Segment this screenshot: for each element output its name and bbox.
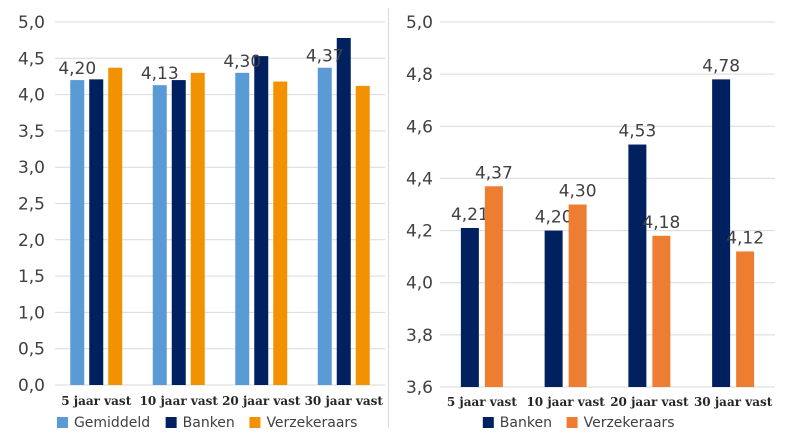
bar-gemiddeld-3 bbox=[235, 72, 250, 385]
bar-gemiddeld-4 bbox=[317, 67, 332, 385]
chart-right: 3,6 3,8 4,0 4,2 4,4 4,6 4,8 5,0 4,21 4,37 5 jaar v… bbox=[406, 13, 775, 431]
bar-banken-2 bbox=[171, 80, 186, 385]
x-tick-label: 5 jaar vast bbox=[447, 395, 517, 409]
x-tick-label: 20 jaar vast bbox=[610, 395, 689, 409]
data-label-gemiddeld: 4,37 bbox=[306, 47, 344, 67]
legend-swatch-gemiddeld bbox=[56, 417, 68, 428]
y-tick-label: 1,0 bbox=[18, 303, 45, 323]
bar-verzekeraars-4 bbox=[736, 251, 755, 387]
legend-label-gemiddeld: Gemiddeld bbox=[74, 415, 150, 431]
y-tick-label: 4,0 bbox=[406, 274, 433, 294]
bar-verzekeraars-2 bbox=[568, 204, 587, 387]
data-label-verzekeraars: 4,18 bbox=[642, 213, 680, 233]
y-tick-label: 4,4 bbox=[406, 169, 433, 189]
x-tick-label: 30 jaar vast bbox=[694, 395, 773, 409]
y-tick-label: 4,0 bbox=[18, 86, 45, 106]
x-tick-label: 10 jaar vast bbox=[140, 394, 219, 408]
bar-banken-1 bbox=[460, 227, 479, 387]
y-tick-label: 5,0 bbox=[18, 13, 45, 33]
bar-gemiddeld-1 bbox=[70, 80, 85, 385]
bar-banken-2 bbox=[544, 230, 563, 387]
data-label-banken: 4,21 bbox=[451, 205, 489, 225]
legend-label-banken: Banken bbox=[500, 415, 552, 431]
x-tick-label: 5 jaar vast bbox=[61, 394, 131, 408]
y-tick-label: 2,5 bbox=[18, 195, 45, 215]
data-label-banken: 4,20 bbox=[535, 208, 573, 228]
y-tick-label: 3,6 bbox=[406, 378, 433, 398]
x-tick-label: 30 jaar vast bbox=[305, 394, 384, 408]
legend-label-verzekeraars: Verzekeraars bbox=[266, 415, 357, 431]
y-tick-label: 0,0 bbox=[18, 376, 45, 396]
y-tick-label: 4,6 bbox=[406, 117, 433, 137]
chart-left: 0,0 0,5 1,0 1,5 2,0 2,5 3,0 3,5 4,0 4,5 5,0 4,20 5 j… bbox=[18, 13, 385, 431]
y-tick-label: 1,5 bbox=[18, 267, 45, 287]
data-label-banken: 4,53 bbox=[618, 122, 656, 142]
bar-banken-4 bbox=[712, 79, 731, 387]
bar-verzekeraars-1 bbox=[484, 186, 503, 387]
legend-swatch-banken bbox=[165, 417, 177, 428]
y-tick-label: 4,5 bbox=[18, 49, 45, 69]
y-tick-label: 2,0 bbox=[18, 231, 45, 251]
y-tick-label: 4,8 bbox=[406, 65, 433, 85]
x-tick-label: 10 jaar vast bbox=[526, 395, 605, 409]
bar-verzekeraars-3 bbox=[652, 235, 671, 387]
data-label-verzekeraars: 4,30 bbox=[559, 182, 597, 202]
y-tick-label: 3,8 bbox=[406, 326, 433, 346]
data-label-banken: 4,78 bbox=[702, 56, 740, 76]
y-tick-label: 0,5 bbox=[18, 340, 45, 360]
bar-verzekeraars-3 bbox=[273, 81, 288, 386]
bar-banken-3 bbox=[628, 144, 647, 387]
y-tick-label: 3,5 bbox=[18, 122, 45, 142]
data-label-gemiddeld: 4,13 bbox=[141, 64, 179, 84]
chart-divider bbox=[388, 8, 389, 428]
legend-swatch-verzekeraars bbox=[566, 417, 578, 428]
bar-verzekeraars-1 bbox=[108, 67, 123, 385]
bar-banken-1 bbox=[89, 79, 104, 385]
legend-label-banken: Banken bbox=[183, 415, 235, 431]
legend-swatch-banken bbox=[482, 417, 494, 428]
legend-label-verzekeraars: Verzekeraars bbox=[584, 415, 675, 431]
data-label-gemiddeld: 4,20 bbox=[58, 59, 96, 79]
bar-verzekeraars-4 bbox=[355, 85, 370, 385]
legend-swatch-verzekeraars bbox=[249, 417, 261, 428]
y-tick-label: 3,0 bbox=[18, 158, 45, 178]
y-tick-label: 5,0 bbox=[406, 13, 433, 33]
x-tick-label: 20 jaar vast bbox=[222, 394, 301, 408]
data-label-verzekeraars: 4,37 bbox=[475, 163, 513, 183]
data-label-verzekeraars: 4,12 bbox=[726, 228, 764, 248]
bar-banken-3 bbox=[254, 56, 269, 385]
data-label-gemiddeld: 4,30 bbox=[223, 52, 261, 72]
bar-banken-4 bbox=[336, 37, 351, 386]
bar-verzekeraars-2 bbox=[190, 72, 205, 385]
y-tick-label: 4,2 bbox=[406, 222, 433, 242]
bar-gemiddeld-2 bbox=[152, 85, 167, 386]
